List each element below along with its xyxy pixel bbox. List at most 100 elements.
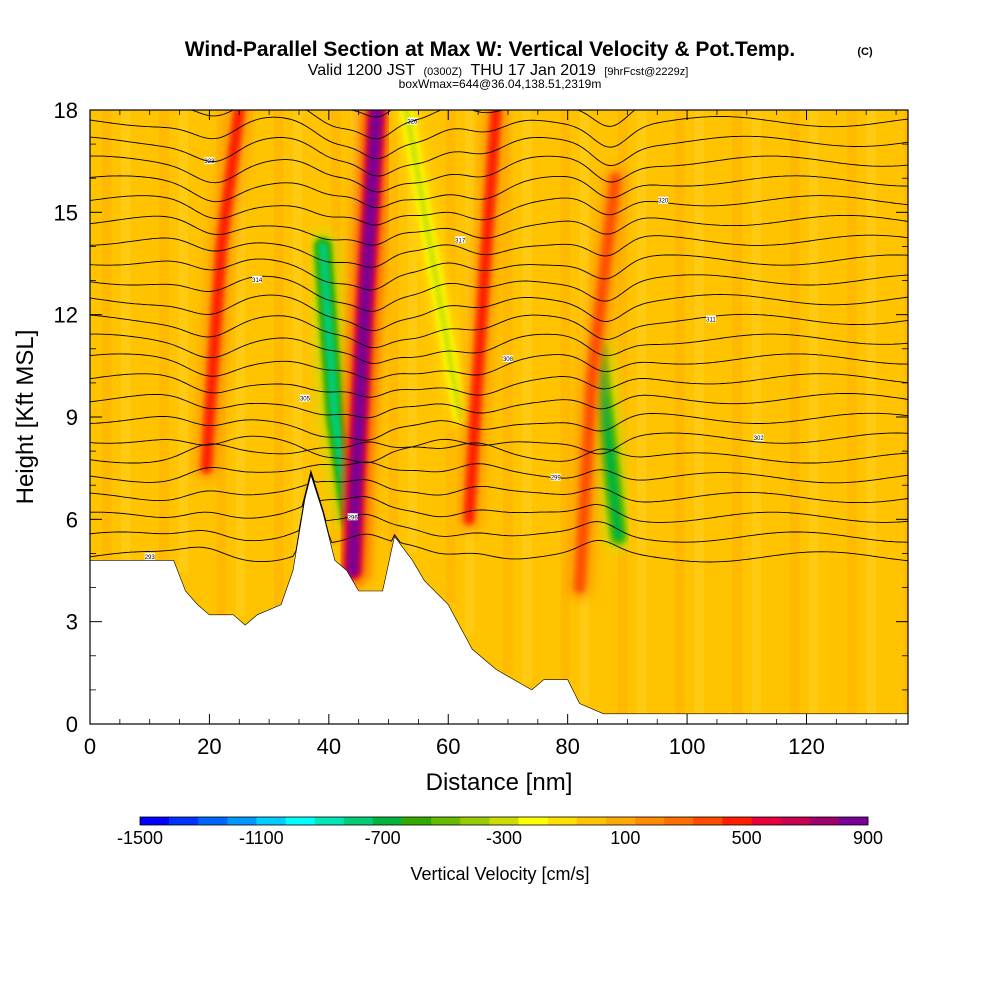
contour-label-box <box>705 315 716 323</box>
terrain-profile <box>90 473 908 724</box>
x-tick-label: 80 <box>555 734 579 759</box>
contour-label: 308 <box>503 357 514 363</box>
texture-column <box>675 110 685 714</box>
texture-column <box>140 110 150 561</box>
texture-column <box>770 110 781 714</box>
colorbar-swatch <box>635 817 665 825</box>
isentrope-line <box>90 412 908 441</box>
contour-label: 317 <box>455 238 466 244</box>
y-axis-title: Height [Kft MSL] <box>12 330 39 505</box>
colorbar-swatch <box>140 817 170 825</box>
texture-column <box>694 110 704 714</box>
y-tick-label: 9 <box>66 405 78 430</box>
texture-column <box>503 110 513 674</box>
colorbar-swatch <box>518 817 548 825</box>
colorbar-tick-label: -700 <box>365 828 401 848</box>
colorbar-swatch <box>314 817 345 825</box>
texture-column <box>885 110 895 714</box>
x-tick-label: 120 <box>788 734 825 759</box>
isentrope-line <box>90 469 908 504</box>
texture-column <box>178 110 188 573</box>
texture-column <box>388 110 399 564</box>
copyright-mark: (C) <box>857 46 873 58</box>
colorbar-title: Vertical Velocity [cm/s] <box>410 864 589 884</box>
contour-label-box <box>252 275 263 283</box>
colorbar-swatch <box>838 817 869 825</box>
colorbar-tick-label: -1100 <box>239 828 284 848</box>
plot-area: 293 296 299 302 305 308 311 314 317 320 323 326 293 <box>90 78 908 724</box>
colorbar-swatch <box>256 817 286 825</box>
colorbar-swatch <box>169 817 199 825</box>
contour-label: 296 <box>348 515 359 521</box>
isentrope-line <box>90 155 908 193</box>
colorbar-swatch <box>809 817 840 825</box>
texture-column <box>866 110 876 714</box>
colorbar: -1500 -1100 -700 -300 100 500 900 <box>117 816 883 848</box>
axes: 0 20 40 60 80 100 120 0 3 6 9 12 15 18 <box>54 98 908 759</box>
colorbar-swatch <box>402 817 432 825</box>
x-tick-label: 60 <box>436 734 460 759</box>
contour-label-box <box>204 157 215 165</box>
y-tick-label: 12 <box>54 303 78 328</box>
texture-column <box>751 110 762 714</box>
isentrope-line <box>90 333 908 364</box>
colorbar-swatch <box>547 817 578 825</box>
contour-label: 302 <box>754 436 765 442</box>
x-tick-label: 100 <box>669 734 706 759</box>
isentrope-line <box>90 470 908 543</box>
contour-label: 326 <box>407 120 418 126</box>
contour-label: 299 <box>551 476 562 482</box>
texture-column <box>656 110 666 714</box>
y-tick-label: 3 <box>66 610 78 635</box>
valid-utc: (0300Z) <box>424 66 463 78</box>
contour-label-box <box>753 434 764 442</box>
chart-subtitle: Valid 1200 JST (0300Z) THU 17 Jan 2019 [… <box>308 62 689 79</box>
texture-column <box>789 110 800 714</box>
contour-label-box <box>550 473 561 481</box>
contour-label-box <box>610 78 620 85</box>
colorbar-frame <box>139 816 869 826</box>
contour-label: 293 <box>145 555 156 561</box>
plume-core <box>348 110 382 575</box>
texture-column <box>426 110 437 584</box>
contour-label: 323 <box>204 159 215 165</box>
colorbar-swatch <box>285 817 316 825</box>
contour-label-box <box>347 513 358 521</box>
colorbar-swatch <box>780 817 811 825</box>
isentrope-line <box>90 471 908 563</box>
colorbar-swatch <box>576 817 607 825</box>
texture-column <box>101 110 112 561</box>
texture-column <box>159 110 169 561</box>
contour-label: 314 <box>252 278 263 284</box>
contour-label-box <box>299 394 310 402</box>
texture-column <box>560 110 571 680</box>
isentrope-line <box>90 254 908 291</box>
x-tick-label: 40 <box>317 734 341 759</box>
isentrope-line <box>90 195 908 226</box>
box-info: boxWmax=644@36.04,138.51,2319m <box>399 77 602 91</box>
texture-column <box>541 110 551 682</box>
y-tick-label: 15 <box>54 200 78 225</box>
y-tick-label: 18 <box>54 98 78 123</box>
colorbar-swatch <box>460 817 490 825</box>
isentrope-line <box>90 353 908 380</box>
contour-label-box <box>144 552 155 560</box>
texture-column <box>273 110 284 608</box>
texture-column <box>732 110 743 714</box>
x-axis-title: Distance [nm] <box>426 769 573 796</box>
texture-column <box>235 110 246 617</box>
y-tick-label: 6 <box>66 507 78 532</box>
plume-core <box>576 175 619 591</box>
contour-label-box <box>455 236 466 244</box>
contour-label: 305 <box>300 397 311 403</box>
isentrope-line <box>90 441 908 464</box>
isentrope-line <box>90 432 908 464</box>
isentrope-line <box>90 393 908 419</box>
contour-label-box <box>658 196 669 204</box>
colorbar-swatch <box>664 817 694 825</box>
contour-label: 320 <box>658 199 669 205</box>
x-tick-label: 20 <box>197 734 221 759</box>
isentrope-line <box>90 175 908 209</box>
colorbar-swatch <box>489 817 519 825</box>
